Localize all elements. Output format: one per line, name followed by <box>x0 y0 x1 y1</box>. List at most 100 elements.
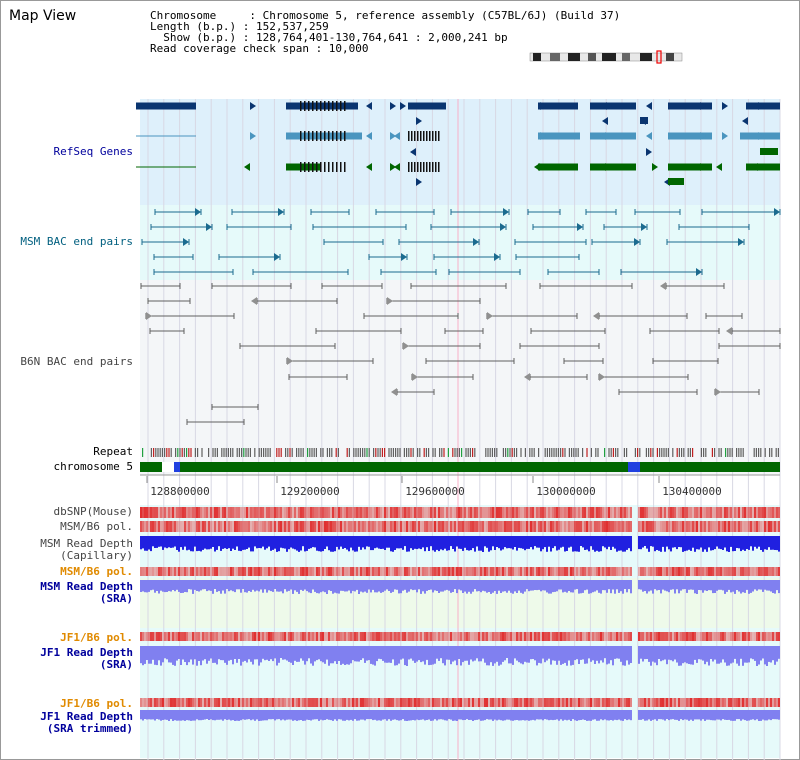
read-depth-bar <box>414 580 416 590</box>
strand-arrow <box>602 117 608 125</box>
read-depth-bar <box>564 536 566 552</box>
gene-exon <box>590 163 636 171</box>
chromosome-bar[interactable] <box>140 462 780 472</box>
variant-density-cell <box>212 567 214 576</box>
read-depth-bar <box>370 536 372 551</box>
variant-density-cell <box>212 698 214 707</box>
track-label-msm-depth-sra-1[interactable]: MSM Read Depth <box>40 580 133 593</box>
read-depth-bar <box>502 710 504 721</box>
dbsnp-track[interactable] <box>140 507 780 518</box>
repeat-element <box>249 448 251 457</box>
read-depth-bar <box>450 646 452 665</box>
jf1-read-depth-sra-track[interactable] <box>140 646 780 666</box>
msm-bac-end-pairs-track[interactable] <box>141 208 781 276</box>
b6n-bac-end-pairs-track[interactable] <box>140 282 781 425</box>
variant-density-cell <box>292 507 294 518</box>
track-label-refseq[interactable]: RefSeq Genes <box>53 145 133 158</box>
variant-density-cell <box>606 521 608 532</box>
track-label-msm-bac[interactable]: MSM BAC end pairs <box>20 235 133 248</box>
read-depth-bar <box>626 580 628 593</box>
variant-density-cell <box>170 698 172 707</box>
read-depth-bar <box>188 536 190 550</box>
read-depth-bar <box>228 710 230 720</box>
read-depth-bar <box>532 646 534 659</box>
read-depth-bar <box>514 646 516 659</box>
read-depth-bar <box>512 536 514 550</box>
variant-density-cell <box>410 698 412 707</box>
track-label-msm-pol-2[interactable]: MSM/B6 pol. <box>60 565 133 578</box>
read-depth-bar <box>524 580 526 592</box>
track-label-jf1-depth-sra-1[interactable]: JF1 Read Depth <box>40 646 133 659</box>
variant-density-cell <box>572 507 574 518</box>
msm-read-depth-capillary-track[interactable] <box>140 536 780 552</box>
variant-density-cell <box>232 521 234 532</box>
track-label-chromosome[interactable]: chromosome 5 <box>53 460 133 473</box>
track-label-msm-pol[interactable]: MSM/B6 pol. <box>60 520 133 533</box>
repeat-track[interactable] <box>142 448 779 457</box>
read-depth-bar <box>438 646 440 661</box>
variant-density-cell <box>510 567 512 576</box>
read-depth-bar <box>156 580 158 591</box>
variant-density-cell <box>620 698 622 707</box>
variant-density-cell <box>744 567 746 576</box>
variant-density-cell <box>262 521 264 532</box>
read-depth-bar <box>346 646 348 665</box>
variant-density-cell <box>456 567 458 576</box>
variant-density-cell <box>614 632 616 641</box>
msm-b6-pol-track[interactable] <box>140 521 780 532</box>
variant-density-cell <box>752 521 754 532</box>
repeat-element <box>368 448 370 457</box>
read-depth-bar <box>742 710 744 720</box>
track-label-repeat[interactable]: Repeat <box>93 445 133 458</box>
ideogram-highlight[interactable] <box>656 50 662 64</box>
repeat-element <box>661 448 663 457</box>
read-depth-bar <box>722 580 724 591</box>
variant-density-cell <box>524 632 526 641</box>
variant-density-cell <box>468 521 470 532</box>
track-label-jf1-pol[interactable]: JF1/B6 pol. <box>60 631 133 644</box>
msm-b6-pol-track-2[interactable] <box>140 567 780 576</box>
variant-density-cell <box>672 567 674 576</box>
read-depth-bar <box>278 580 280 592</box>
variant-density-cell <box>348 521 350 532</box>
repeat-element <box>573 448 575 457</box>
track-label-msm-depth-cap-1[interactable]: MSM Read Depth <box>40 537 133 550</box>
variant-density-cell <box>614 521 616 532</box>
read-depth-bar <box>360 580 362 592</box>
jf1-b6-pol-track[interactable] <box>140 632 780 641</box>
read-depth-bar <box>582 646 584 660</box>
read-depth-bar <box>420 646 422 663</box>
variant-density-cell <box>706 507 708 518</box>
variant-density-cell <box>300 632 302 641</box>
variant-density-cell <box>248 567 250 576</box>
read-depth-bar <box>548 710 550 721</box>
read-depth-bar <box>480 710 482 721</box>
refseq-genes-track[interactable] <box>136 101 780 186</box>
msm-read-depth-sra-track[interactable] <box>140 580 780 594</box>
variant-density-cell <box>282 632 284 641</box>
track-label-dbsnp[interactable]: dbSNP(Mouse) <box>53 505 133 518</box>
jf1-read-depth-sra-trimmed-track[interactable] <box>140 710 780 721</box>
repeat-element <box>432 448 434 457</box>
variant-density-cell <box>624 698 626 707</box>
variant-density-cell <box>750 521 752 532</box>
read-depth-bar <box>158 580 160 594</box>
read-depth-bar <box>504 646 506 661</box>
read-depth-bar <box>754 710 756 721</box>
variant-density-cell <box>230 567 232 576</box>
variant-density-cell <box>678 521 680 532</box>
variant-density-cell <box>262 507 264 518</box>
track-label-jf1-pol-2[interactable]: JF1/B6 pol. <box>60 697 133 710</box>
variant-density-cell <box>570 698 572 707</box>
track-label-jf1-depth-trim-1[interactable]: JF1 Read Depth <box>40 710 133 723</box>
variant-density-cell <box>272 521 274 532</box>
variant-density-cell <box>234 507 236 518</box>
read-depth-bar <box>516 536 518 551</box>
read-depth-bar <box>394 580 396 590</box>
variant-density-cell <box>250 567 252 576</box>
track-label-b6n-bac[interactable]: B6N BAC end pairs <box>20 355 133 368</box>
chromosome-ideogram[interactable] <box>529 50 683 64</box>
read-depth-bar <box>556 580 558 592</box>
jf1-b6-pol-track-2[interactable] <box>140 698 780 707</box>
